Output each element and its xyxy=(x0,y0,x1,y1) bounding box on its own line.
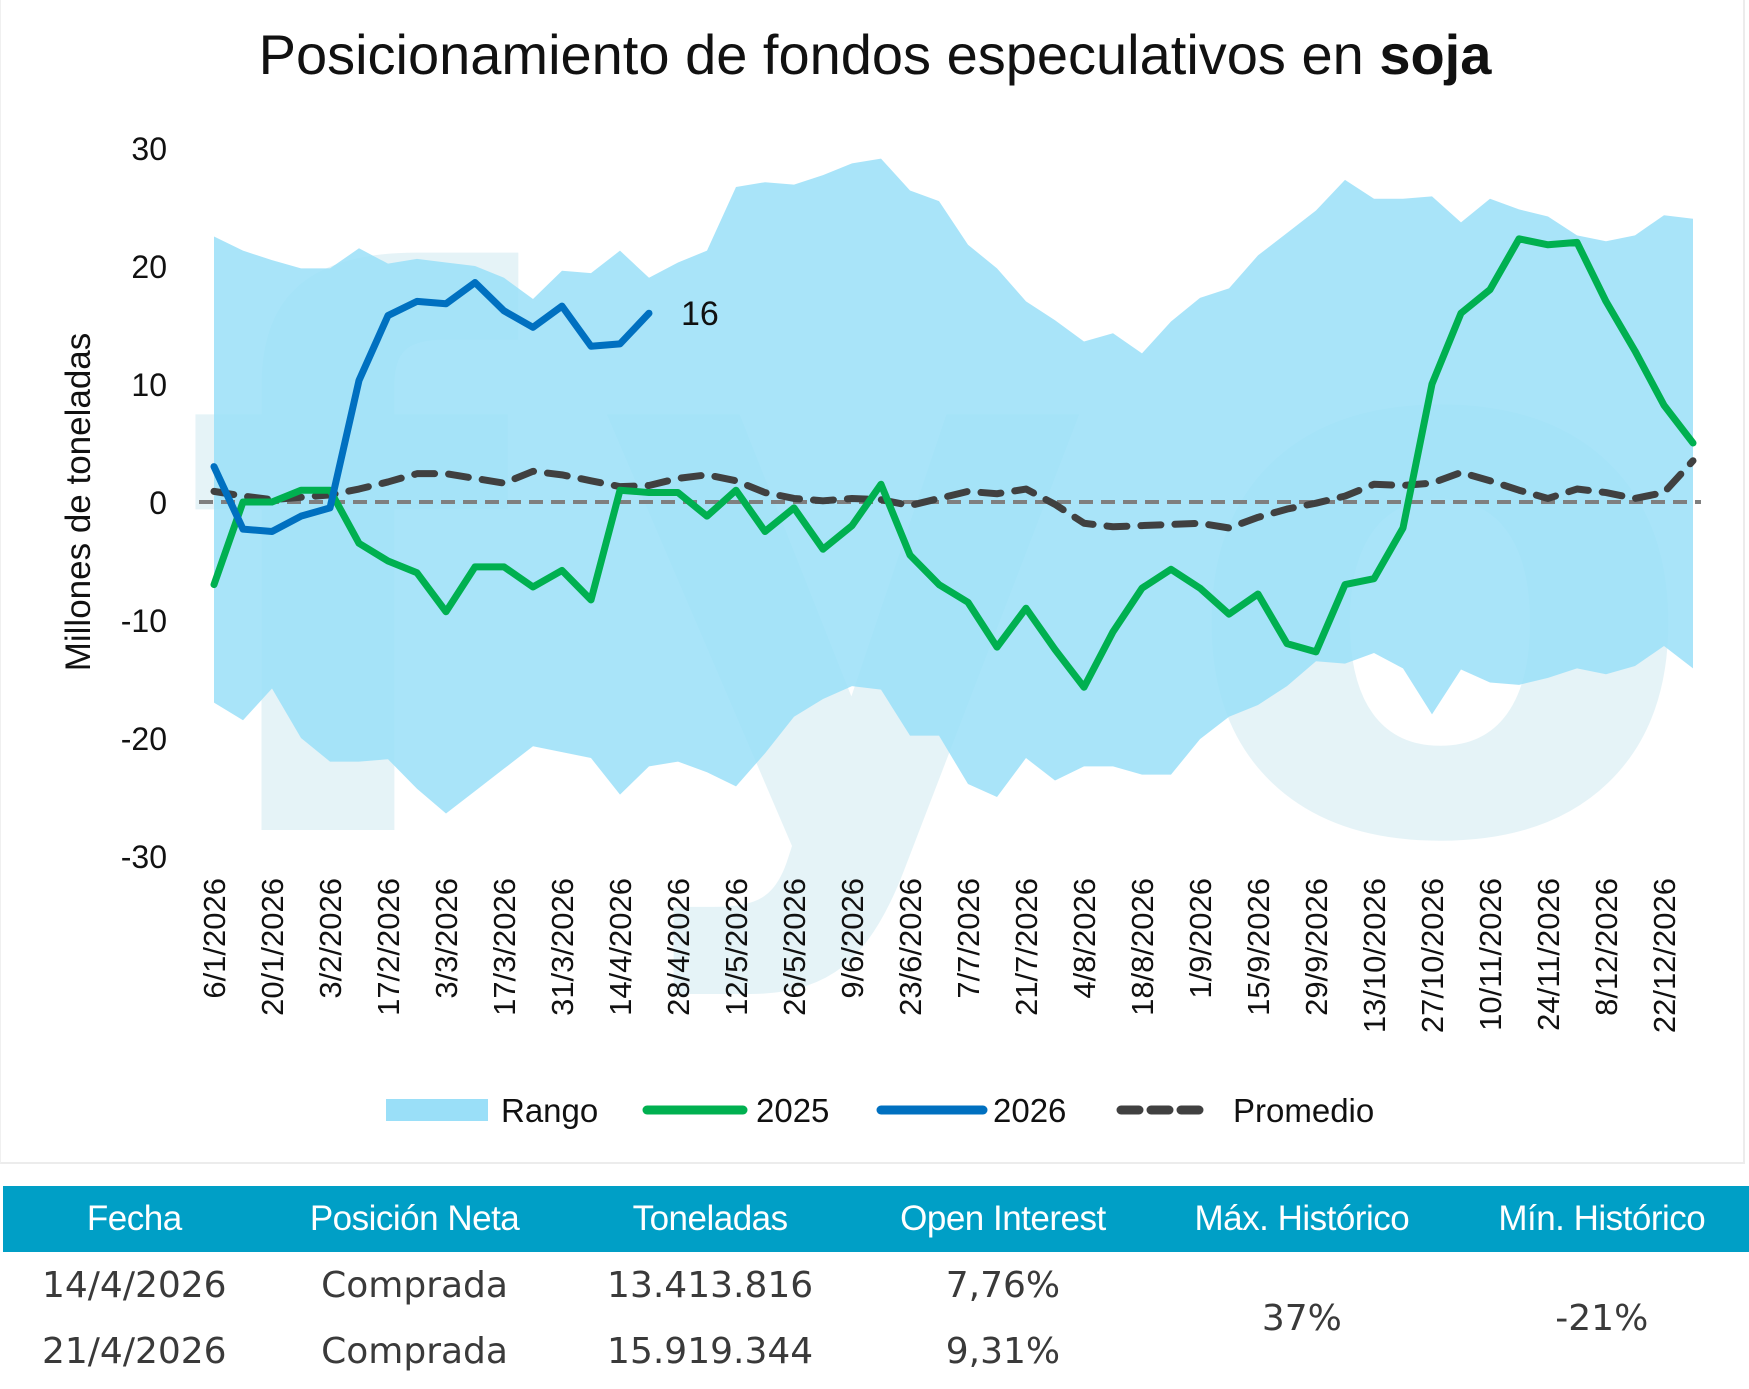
x-tick-label: 26/5/2026 xyxy=(777,878,812,1016)
x-tick-label: 1/9/2026 xyxy=(1183,878,1218,999)
range-band xyxy=(214,158,1693,814)
x-tick-label: 7/7/2026 xyxy=(951,878,986,999)
series-2026-line xyxy=(210,279,653,535)
series-2025-line xyxy=(210,235,1697,691)
cell-max-historico: 37% xyxy=(1261,1297,1342,1339)
x-tick-label: 31/3/2026 xyxy=(545,878,580,1016)
y-axis-label: Millones de toneladas xyxy=(59,333,98,672)
x-tick-label: 14/4/2026 xyxy=(603,878,638,1016)
x-tick-label: 20/1/2026 xyxy=(255,878,290,1016)
x-tick-label: 22/12/2026 xyxy=(1647,878,1682,1033)
chart-container: Posicionamiento de fondos especulativos … xyxy=(0,0,1745,1164)
x-tick-label: 6/1/2026 xyxy=(197,878,232,999)
legend-swatch-rango xyxy=(386,1099,488,1121)
cell-open-interest: 9,31% xyxy=(945,1330,1061,1372)
cell-posicion: Comprada xyxy=(321,1330,508,1372)
legend-label-rango: Rango xyxy=(501,1092,598,1129)
x-tick-label: 18/8/2026 xyxy=(1125,878,1160,1016)
header-toneladas: Toneladas xyxy=(563,1186,857,1252)
header-max-historico: Máx. Histórico xyxy=(1149,1186,1455,1252)
y-tick-label: -10 xyxy=(121,603,167,639)
legend-label-2025: 2025 xyxy=(756,1092,829,1129)
table-header-row: Fecha Posición Neta Toneladas Open Inter… xyxy=(3,1186,1749,1252)
y-tick-label: -30 xyxy=(121,839,167,875)
table-row: 14/4/2026 Comprada 13.413.816 7,76% 37% … xyxy=(3,1252,1749,1339)
x-tick-label: 4/8/2026 xyxy=(1067,878,1102,999)
y-tick-label: -20 xyxy=(121,721,167,757)
x-tick-label: 8/12/2026 xyxy=(1589,878,1624,1016)
x-tick-label: 28/4/2026 xyxy=(661,878,696,1016)
x-tick-label: 9/6/2026 xyxy=(835,878,870,999)
cell-fecha: 14/4/2026 xyxy=(41,1264,227,1306)
legend: Rango 2025 2026 Promedio xyxy=(386,1092,1374,1129)
header-fecha: Fecha xyxy=(3,1186,266,1252)
table-row: 21/4/2026 Comprada 15.919.344 9,31% xyxy=(3,1318,1749,1384)
x-tick-label: 29/9/2026 xyxy=(1299,878,1334,1016)
legend-label-promedio: Promedio xyxy=(1233,1092,1374,1129)
x-tick-label: 17/2/2026 xyxy=(371,878,406,1016)
x-tick-label: 24/11/2026 xyxy=(1531,878,1566,1031)
x-tick-label: 12/5/2026 xyxy=(719,878,754,1016)
chart-title: Posicionamiento de fondos especulativos … xyxy=(259,23,1493,86)
cell-toneladas: 13.413.816 xyxy=(607,1264,814,1306)
header-open-interest: Open Interest xyxy=(856,1186,1150,1252)
y-tick-label: 10 xyxy=(131,367,167,403)
x-tick-label: 15/9/2026 xyxy=(1241,878,1276,1016)
header-posicion-neta: Posición Neta xyxy=(265,1186,564,1252)
cell-fecha: 21/4/2026 xyxy=(41,1330,227,1372)
x-tick-label: 23/6/2026 xyxy=(893,878,928,1016)
x-tick-label: 13/10/2026 xyxy=(1357,878,1392,1033)
x-tick-label: 3/3/2026 xyxy=(429,878,464,999)
summary-table: Fecha Posición Neta Toneladas Open Inter… xyxy=(3,1186,1749,1384)
series-promedio-line xyxy=(210,457,1697,532)
x-tick-label: 17/3/2026 xyxy=(487,878,522,1016)
x-tick-label: 21/7/2026 xyxy=(1009,878,1044,1016)
cell-min-historico: -21% xyxy=(1555,1297,1649,1339)
chart: Posicionamiento de fondos especulativos … xyxy=(59,23,1701,1129)
y-tick-label: 0 xyxy=(149,485,167,521)
series-2026-last-label: 16 xyxy=(681,295,719,333)
cell-posicion: Comprada xyxy=(321,1264,508,1306)
y-tick-label: 30 xyxy=(131,131,167,167)
cell-open-interest: 7,76% xyxy=(945,1264,1061,1306)
cell-toneladas: 15.919.344 xyxy=(607,1330,814,1372)
legend-label-2026: 2026 xyxy=(993,1092,1066,1129)
header-min-historico: Mín. Histórico xyxy=(1454,1186,1749,1252)
x-tick-label: 10/11/2026 xyxy=(1473,878,1508,1031)
x-tick-label: 27/10/2026 xyxy=(1415,878,1450,1033)
x-tick-label: 3/2/2026 xyxy=(313,878,348,999)
y-tick-label: 20 xyxy=(131,249,167,285)
